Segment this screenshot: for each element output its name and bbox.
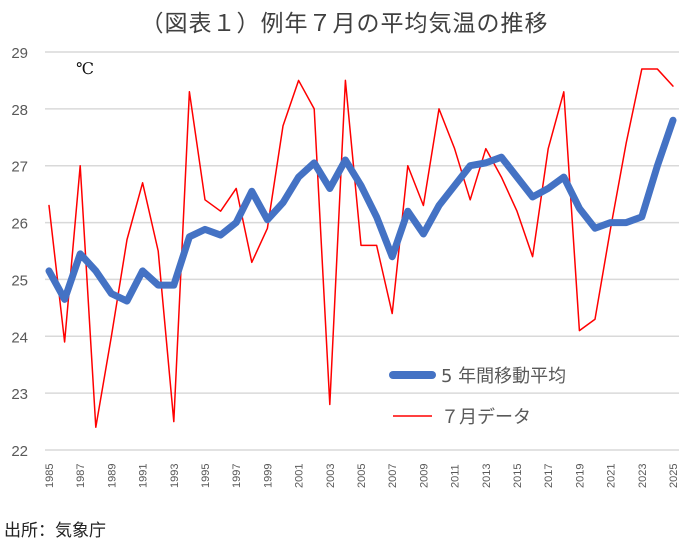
chart-title: （図表１）例年７月の平均気温の推移 xyxy=(140,11,549,37)
y-tick-label: 28 xyxy=(11,102,28,119)
x-tick-label: 1999 xyxy=(262,464,274,488)
legend-label: ７月データ xyxy=(441,407,531,428)
x-tick-label: 1985 xyxy=(44,464,56,488)
x-tick-label: 2009 xyxy=(418,464,430,488)
x-tick-label: 1987 xyxy=(75,464,87,488)
x-tick-label: 2007 xyxy=(387,464,399,488)
x-tick-label: 2023 xyxy=(637,464,649,488)
y-tick-label: 23 xyxy=(11,386,28,403)
y-tick-label: 29 xyxy=(11,45,28,62)
x-tick-label: 2021 xyxy=(606,464,618,488)
x-tick-label: 2001 xyxy=(294,464,306,488)
y-tick-label: 22 xyxy=(11,443,28,460)
x-tick-label: 1989 xyxy=(106,464,118,488)
x-tick-label: 2005 xyxy=(356,464,368,488)
x-tick-label: 1997 xyxy=(231,464,243,488)
series-line-july-data xyxy=(48,68,674,429)
x-tick-label: 2025 xyxy=(668,464,680,488)
y-tick-label: 27 xyxy=(11,159,28,176)
y-axis-unit: ℃ xyxy=(76,59,94,78)
x-tick-label: 2013 xyxy=(481,464,493,488)
x-tick-label: 1995 xyxy=(200,464,212,488)
y-tick-label: 25 xyxy=(11,272,28,289)
source-note: 出所：気象庁 xyxy=(4,521,106,541)
y-tick-label: 24 xyxy=(11,329,28,346)
x-tick-label: 2003 xyxy=(325,464,337,488)
x-tick-label: 1993 xyxy=(169,464,181,488)
series-line-moving-average xyxy=(45,116,677,305)
x-tick-label: 1991 xyxy=(138,464,150,488)
legend-label: 5 年間移動平均 xyxy=(441,366,566,387)
x-tick-label: 2015 xyxy=(512,464,524,488)
x-tick-label: 2019 xyxy=(574,464,586,488)
y-tick-label: 26 xyxy=(11,216,28,233)
x-tick-label: 2011 xyxy=(450,464,462,488)
x-tick-label: 2017 xyxy=(543,464,555,488)
